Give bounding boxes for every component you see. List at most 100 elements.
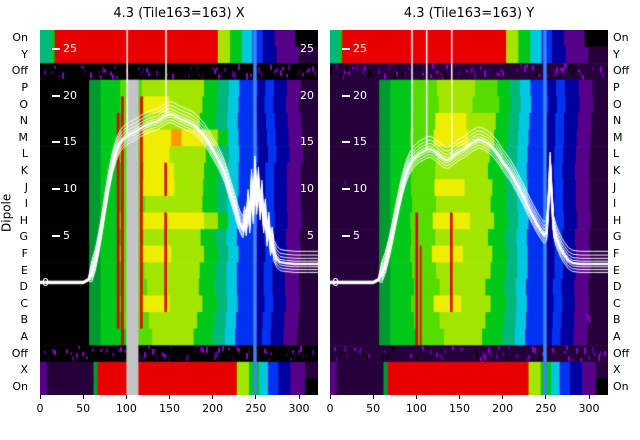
x-tick-label: 200 <box>492 402 514 415</box>
dipole-labels-right: On Y Off P O N M L K J I H G F E D C B A Off X On <box>611 30 640 395</box>
overlay-ytick-mark <box>52 94 60 97</box>
x-tick-label: 50 <box>76 402 91 415</box>
dipole-label-right: E <box>613 263 620 277</box>
x-tick-label: 100 <box>115 402 137 415</box>
dipole-label-right: Y <box>613 47 620 61</box>
x-tick-label: 0 <box>326 402 334 415</box>
dipole-label-right: B <box>613 313 621 327</box>
overlay-ytick-label: 10 <box>353 182 367 196</box>
x-tick-mark <box>212 395 214 399</box>
x-tick-label: 200 <box>202 402 224 415</box>
dipole-label-right: K <box>613 164 621 178</box>
x-tick-mark <box>459 395 460 399</box>
x-tick-mark <box>502 395 504 399</box>
x-tick-label: 250 <box>535 402 557 415</box>
x-axis-ticks-x: 0 50 100 150 200 250 300 <box>37 395 318 429</box>
dipole-label-left: Off <box>11 64 28 78</box>
overlay-ytick-label: 25 <box>63 41 77 55</box>
overlay-ytick-mark <box>342 188 350 191</box>
overlay-ytick-label-zero: 0 <box>332 275 339 289</box>
dipole-label-right: On <box>613 379 629 393</box>
dipole-label-left: M <box>18 130 29 144</box>
dipole-labels-left: On Y Off P O N M L K J I H G F E D C B A Off X On <box>0 30 34 395</box>
x-tick-label: 300 <box>288 402 310 415</box>
x-tick-mark <box>545 395 547 399</box>
dipole-label-right: On <box>613 31 629 45</box>
dipole-label-left: On <box>12 379 28 393</box>
dipole-label-right: H <box>613 213 622 227</box>
x-tick-label: 300 <box>578 402 600 415</box>
overlay-ytick-label: 15 <box>353 135 367 149</box>
overlay-ytick-mark <box>342 141 350 144</box>
dipole-label-left: Off <box>11 346 28 360</box>
overlay-ytick-mark <box>342 94 350 97</box>
dipole-label-left: E <box>21 263 28 277</box>
overlay-ytick-label-right: 15 <box>300 135 314 149</box>
x-tick-label: 150 <box>449 402 470 415</box>
x-tick-mark <box>255 395 257 399</box>
x-axis-ticks-y: 0 50 100 150 200 250 300 <box>327 395 608 429</box>
x-tick-label: 250 <box>245 402 267 415</box>
x-tick-mark <box>372 395 374 399</box>
dipole-label-left: Y <box>21 47 28 61</box>
overlay-ytick-mark <box>52 141 60 144</box>
x-tick-mark <box>588 395 590 399</box>
heatmap-plot-y: 4.3 (Tile163=163) Y 0 50 100 150 200 250 300 2… <box>327 6 608 415</box>
dipole-label-right: C <box>613 296 621 310</box>
dipole-label-right: X <box>613 363 621 377</box>
x-tick-mark <box>39 395 41 399</box>
x-tick-mark <box>329 395 331 399</box>
heatmap-plot-x: 4.3 (Tile163=163) X 0 50 100 150 200 250 300 2… <box>37 6 318 415</box>
overlay-ytick-label-right: 25 <box>300 41 314 55</box>
dipole-label-left: G <box>19 230 28 244</box>
overlay-ytick-label: 5 <box>353 228 360 242</box>
dipole-label-right: M <box>613 130 623 144</box>
overlay-ytick-label: 25 <box>353 41 367 55</box>
dipole-label-right: Off <box>613 346 630 360</box>
dipole-label-left: B <box>20 313 28 327</box>
x-tick-label: 0 <box>36 402 44 415</box>
dipole-label-left: O <box>19 97 28 111</box>
dipole-label-left: F <box>21 246 28 260</box>
dipole-label-left: L <box>21 147 28 161</box>
overlay-ytick-mark <box>342 47 350 50</box>
overlay-ytick-label-right: 5 <box>307 228 314 242</box>
plot-title-x: 4.3 (Tile163=163) X <box>113 6 245 21</box>
dipole-label-left: I <box>24 197 28 211</box>
x-tick-mark <box>82 395 84 399</box>
dipole-label-left: A <box>20 329 28 343</box>
overlay-ytick-label-right: 10 <box>300 182 314 196</box>
dipole-label-left: P <box>21 81 28 95</box>
overlay-ytick-label-zero: 0 <box>42 275 49 289</box>
dipole-label-right: Off <box>613 64 630 78</box>
dipole-label-right: D <box>613 280 622 294</box>
heatmap-canvas-x <box>40 30 318 395</box>
x-tick-label: 150 <box>159 402 180 415</box>
x-tick-label: 50 <box>366 402 381 415</box>
heatmap-canvas-y <box>330 30 608 395</box>
x-tick-mark <box>125 395 127 399</box>
dipole-label-left: N <box>19 114 28 128</box>
dipole-label-right: J <box>613 180 617 194</box>
dipole-label-right: F <box>613 246 620 260</box>
dipole-label-right: A <box>613 329 621 343</box>
dipole-label-right: L <box>613 147 620 161</box>
x-tick-mark <box>169 395 170 399</box>
overlay-ytick-mark <box>52 234 60 237</box>
dipole-label-left: J <box>24 180 28 194</box>
dipole-label-left: D <box>19 280 28 294</box>
dipole-label-right: I <box>613 197 617 211</box>
overlay-ytick-label: 10 <box>63 182 77 196</box>
dipole-label-right: O <box>613 97 622 111</box>
plot-title-y: 4.3 (Tile163=163) Y <box>403 6 535 21</box>
x-tick-label: 100 <box>405 402 427 415</box>
dipole-label-left: X <box>20 363 28 377</box>
overlay-ytick-label: 20 <box>353 88 367 102</box>
overlay-ytick-label: 15 <box>63 135 77 149</box>
overlay-ytick-mark <box>342 234 350 237</box>
overlay-ytick-mark <box>52 47 60 50</box>
dipole-label-left: K <box>20 164 28 178</box>
dipole-label-right: G <box>613 230 622 244</box>
dipole-label-right: P <box>613 81 620 95</box>
